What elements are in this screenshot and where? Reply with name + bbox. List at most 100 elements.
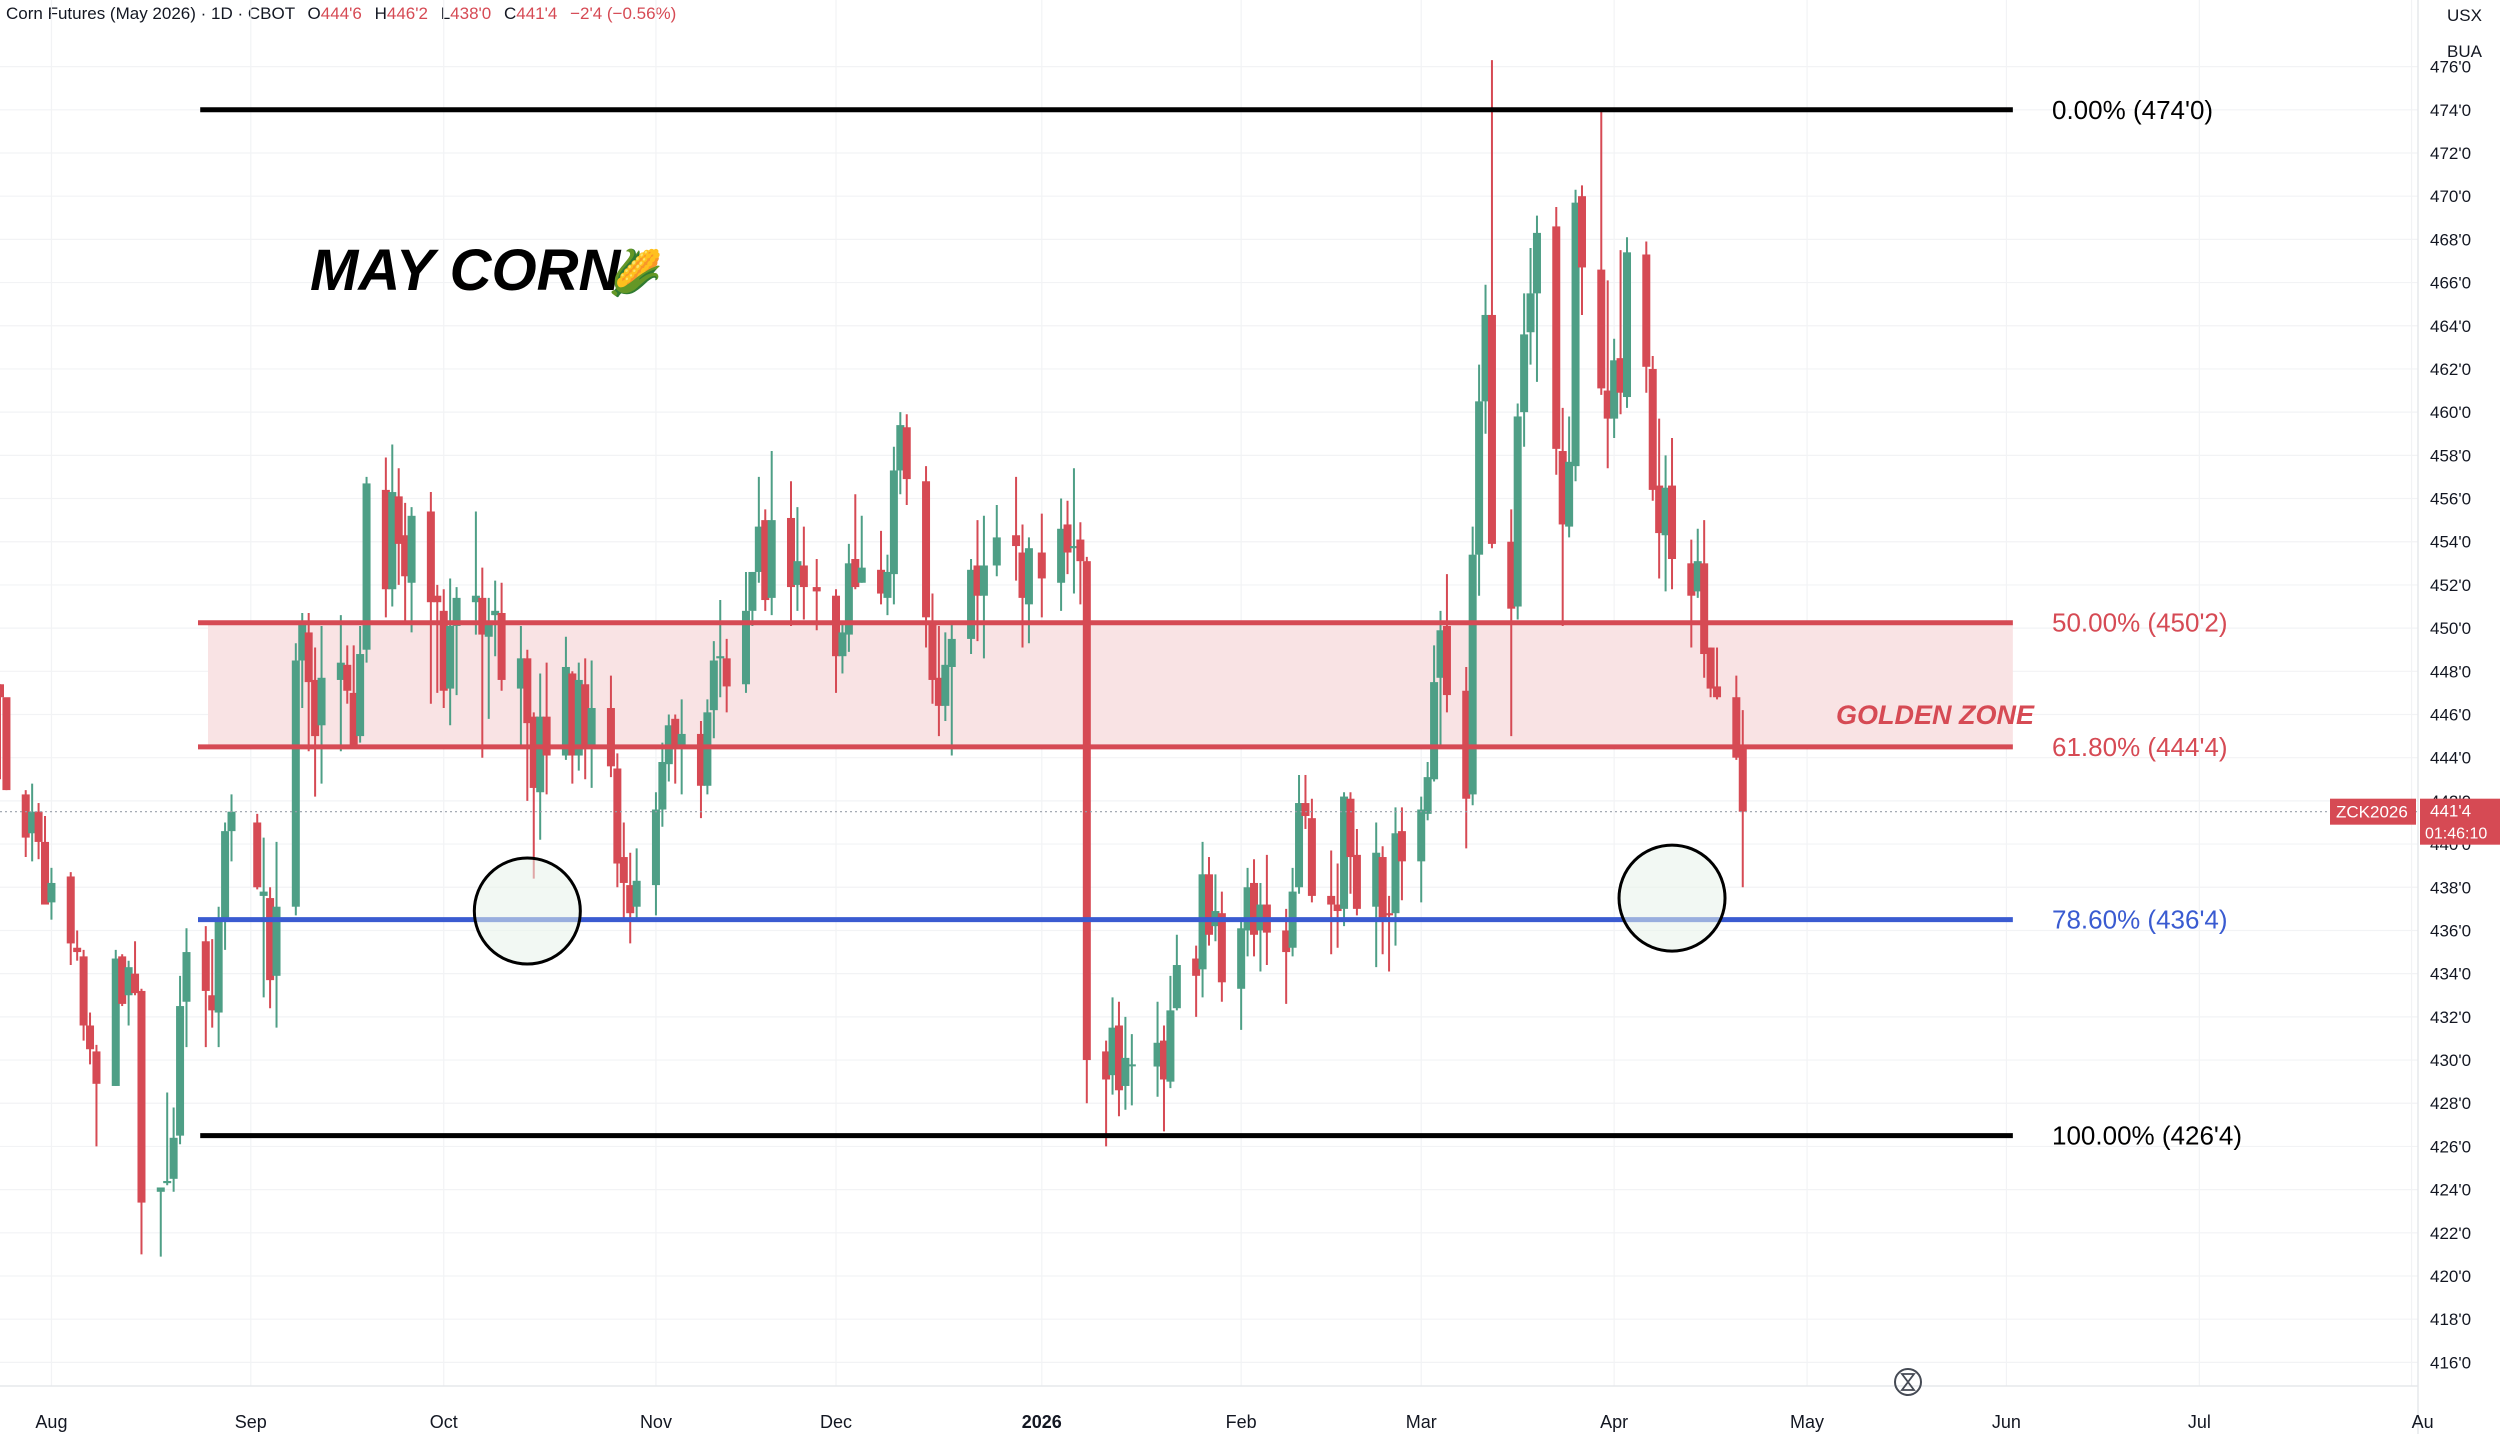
candle[interactable] <box>253 813 262 890</box>
candle[interactable] <box>1069 468 1078 594</box>
candle[interactable] <box>1024 537 1033 644</box>
candle[interactable] <box>1159 1025 1168 1132</box>
candle[interactable] <box>304 612 313 752</box>
candle[interactable] <box>1706 647 1715 698</box>
candle[interactable] <box>336 615 345 752</box>
candle[interactable] <box>73 930 82 961</box>
candle[interactable] <box>1597 111 1606 395</box>
candle[interactable] <box>561 636 570 760</box>
candle[interactable] <box>896 412 905 495</box>
candle[interactable] <box>606 675 615 778</box>
candle[interactable] <box>709 641 718 739</box>
candle[interactable] <box>1616 250 1625 415</box>
golden-zone-label[interactable]: GOLDEN ZONE <box>1836 700 2035 730</box>
fib-label-7860[interactable]: 78.60% (436'4) <box>2052 905 2228 935</box>
candle[interactable] <box>632 848 641 922</box>
candle[interactable] <box>626 852 635 944</box>
candle[interactable] <box>902 414 911 506</box>
candle[interactable] <box>452 587 461 696</box>
candle[interactable] <box>131 941 140 996</box>
candle[interactable] <box>832 589 841 693</box>
candle[interactable] <box>1565 416 1574 538</box>
candle[interactable] <box>1430 645 1439 782</box>
candle[interactable] <box>941 632 950 721</box>
candle[interactable] <box>124 960 133 1026</box>
candle[interactable] <box>176 975 185 1145</box>
candle[interactable] <box>883 554 892 616</box>
candle[interactable] <box>1468 526 1477 806</box>
candle[interactable] <box>947 623 956 756</box>
candle[interactable] <box>381 457 390 618</box>
candle[interactable] <box>221 822 230 950</box>
fib-label-6180[interactable]: 61.80% (444'4) <box>2052 732 2228 762</box>
candle[interactable] <box>2 697 11 791</box>
candle[interactable] <box>208 939 217 1028</box>
candle[interactable] <box>1513 403 1522 620</box>
candle[interactable] <box>574 662 583 771</box>
candle[interactable] <box>356 625 365 743</box>
candle[interactable] <box>349 645 358 747</box>
candle[interactable] <box>754 476 763 583</box>
candle[interactable] <box>311 647 320 797</box>
candle[interactable] <box>1661 455 1670 592</box>
candle[interactable] <box>118 954 127 1007</box>
candle[interactable] <box>34 803 43 860</box>
candle[interactable] <box>1391 807 1400 946</box>
candle[interactable] <box>1172 934 1181 1011</box>
candle[interactable] <box>182 928 191 1048</box>
candle[interactable] <box>889 446 898 605</box>
candle[interactable] <box>1668 438 1677 590</box>
candle[interactable] <box>696 720 705 819</box>
candle[interactable] <box>1700 520 1709 678</box>
candle[interactable] <box>1603 280 1612 469</box>
candle[interactable] <box>343 645 352 704</box>
candle[interactable] <box>1648 355 1657 501</box>
candle[interactable] <box>1012 476 1021 581</box>
candle[interactable] <box>716 600 725 698</box>
candle[interactable] <box>1352 828 1361 916</box>
candle[interactable] <box>1127 1034 1136 1106</box>
candle[interactable] <box>1417 796 1426 903</box>
candle[interactable] <box>426 492 435 704</box>
candle[interactable] <box>111 949 120 1086</box>
candle[interactable] <box>439 589 448 709</box>
candle[interactable] <box>1378 846 1387 955</box>
candle[interactable] <box>291 643 300 916</box>
candle[interactable] <box>1436 610 1445 747</box>
candle[interactable] <box>877 530 886 605</box>
currency-unit[interactable]: USX <box>2447 6 2482 25</box>
candle[interactable] <box>497 582 506 691</box>
candle[interactable] <box>394 468 403 585</box>
candle[interactable] <box>1687 539 1696 648</box>
candle[interactable] <box>21 790 30 858</box>
candle[interactable] <box>1057 498 1066 611</box>
candle[interactable] <box>272 841 281 1028</box>
candle[interactable] <box>1076 522 1085 605</box>
candle[interactable] <box>1713 647 1722 700</box>
candle[interactable] <box>581 658 590 780</box>
candle[interactable] <box>1282 908 1291 1004</box>
candle[interactable] <box>1301 774 1310 829</box>
candle[interactable] <box>1442 574 1451 713</box>
candle[interactable] <box>613 753 622 888</box>
candle[interactable] <box>1063 500 1072 575</box>
candle[interactable] <box>722 638 731 713</box>
candle[interactable] <box>79 949 88 1041</box>
candle[interactable] <box>568 671 577 784</box>
candle[interactable] <box>529 712 538 879</box>
candle[interactable] <box>922 466 931 648</box>
fib-label-000[interactable]: 0.00% (474'0) <box>2052 95 2213 125</box>
candle[interactable] <box>1397 807 1406 901</box>
candle[interactable] <box>619 822 628 918</box>
candle[interactable] <box>163 1092 172 1186</box>
candle[interactable] <box>317 625 326 784</box>
candle[interactable] <box>1082 556 1091 1104</box>
candle[interactable] <box>1108 997 1117 1095</box>
annotation-title[interactable]: MAY CORN <box>310 238 622 303</box>
candle[interactable] <box>1307 798 1316 903</box>
candle[interactable] <box>1114 1001 1123 1117</box>
candle[interactable] <box>1018 524 1027 648</box>
candle[interactable] <box>1037 513 1046 618</box>
candle[interactable] <box>658 742 667 827</box>
candle[interactable] <box>1385 895 1394 972</box>
